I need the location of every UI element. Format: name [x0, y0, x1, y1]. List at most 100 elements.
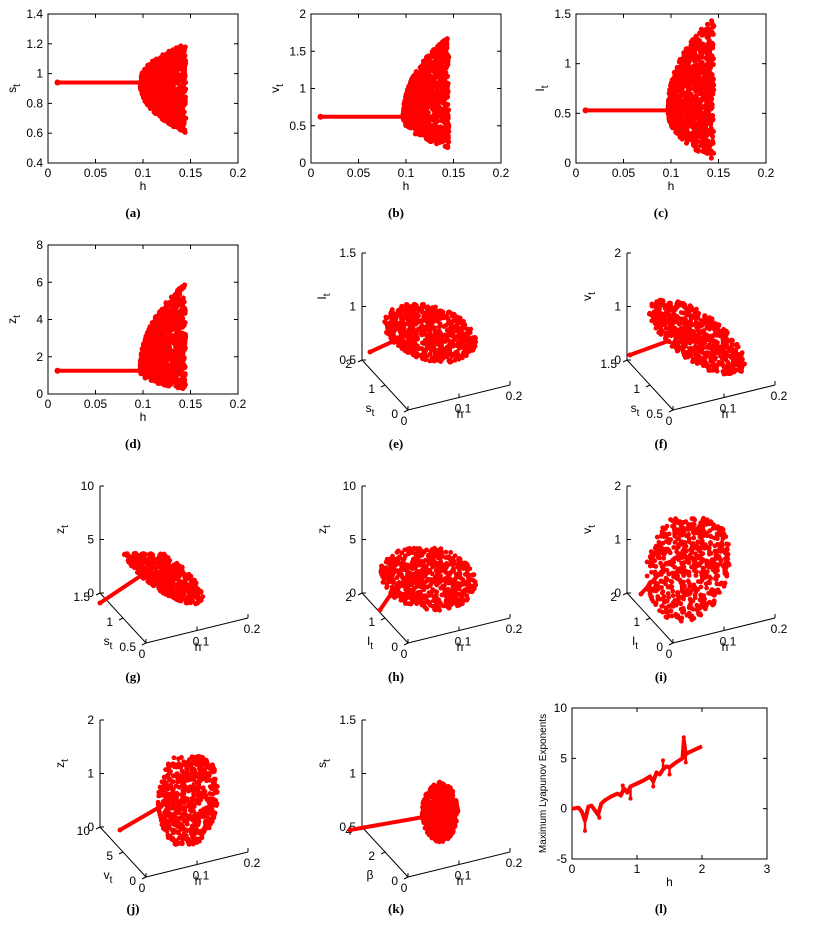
bifurcation-point	[709, 53, 714, 58]
bifurcation-point	[164, 101, 169, 106]
bifurcation-point	[695, 108, 700, 113]
bifurcation-point	[437, 79, 442, 84]
y-tick-label: 2	[345, 357, 352, 371]
bifurcation-point	[164, 90, 169, 95]
bifurcation-point	[701, 137, 706, 142]
attractor-point	[447, 327, 452, 332]
bifurcation-point	[669, 123, 674, 128]
attractor-point	[452, 324, 457, 329]
bifurcation-point	[424, 109, 429, 114]
bifurcation-point	[179, 314, 184, 319]
bifurcation-point	[145, 332, 150, 337]
y-axis-label-text: It	[533, 85, 551, 91]
x-tick-label: 0.05	[612, 166, 636, 180]
attractor-point	[409, 317, 414, 322]
bifurcation-point	[146, 327, 151, 332]
bifurcation-point	[170, 340, 175, 345]
bifurcation-point	[692, 82, 697, 87]
bifurcation-point	[433, 47, 438, 52]
stable-branch-start-point	[55, 80, 61, 86]
x-tick-label: 0.1	[663, 166, 680, 180]
bifurcation-point	[169, 369, 174, 374]
bifurcation-point	[166, 315, 171, 320]
bifurcation-point	[154, 328, 159, 333]
x-tick-label: 0.2	[758, 166, 775, 180]
x-tick-label: 0	[666, 414, 673, 428]
attractor-point	[445, 344, 450, 349]
bifurcation-point	[666, 103, 671, 108]
bifurcation-point	[697, 31, 702, 36]
attractor-point	[446, 310, 451, 315]
bifurcation-point	[696, 44, 701, 49]
bifurcation-point	[667, 95, 672, 100]
bifurcation-point	[180, 374, 185, 379]
y-tick-label: 1	[564, 57, 571, 71]
attractor-point	[431, 319, 436, 324]
attractor-point	[403, 313, 408, 318]
bifurcation-point	[673, 85, 678, 90]
attractor-point	[403, 348, 408, 353]
attractor-point	[453, 358, 458, 363]
bifurcation-point	[154, 347, 159, 352]
bifurcation-point	[182, 384, 187, 389]
bifurcation-point	[154, 368, 159, 373]
y-tick-label: 1.2	[26, 37, 43, 51]
x-axis-label: h	[140, 410, 147, 424]
attractor-point	[439, 356, 444, 361]
bifurcation-point	[160, 59, 165, 64]
chaotic-region	[138, 282, 189, 391]
bifurcation-point	[157, 333, 162, 338]
attractor-point	[420, 318, 425, 323]
bifurcation-point	[424, 98, 429, 103]
bifurcation-point	[708, 72, 713, 77]
bifurcation-point	[698, 55, 703, 60]
bifurcation-point	[439, 118, 444, 123]
bifurcation-point	[704, 69, 709, 74]
y-tick-label: 0.8	[26, 96, 43, 110]
bifurcation-point	[692, 115, 697, 120]
z-tick-label: 1.5	[339, 246, 356, 260]
attractor-point	[389, 310, 394, 315]
attractor-point	[714, 333, 719, 338]
attractor-point	[417, 306, 422, 311]
bifurcation-point	[163, 81, 168, 86]
x-tick-label: 0.1	[398, 166, 415, 180]
bifurcation-point	[168, 63, 173, 68]
attractor-point	[407, 323, 412, 328]
bifurcation-point	[413, 112, 418, 117]
bifurcation-point	[425, 103, 430, 108]
bifurcation-point	[429, 124, 434, 129]
bifurcation-point	[708, 64, 713, 69]
bifurcation-point	[144, 339, 149, 344]
y-axis-label: st	[5, 84, 23, 93]
bifurcation-point	[176, 302, 181, 307]
bifurcation-point	[700, 42, 705, 47]
bifurcation-point	[160, 70, 165, 75]
stable-branch-start-point	[55, 368, 61, 374]
y-axis-label-text: st	[366, 401, 375, 419]
y-tick-label: 1.5	[600, 357, 617, 371]
bifurcation-point	[180, 322, 185, 327]
panel-caption: (d)	[125, 436, 141, 451]
attractor-point	[414, 352, 419, 357]
y-axis-label-text: zt	[5, 315, 23, 324]
bifurcation-point	[696, 70, 701, 75]
bifurcation-point	[690, 53, 695, 58]
bifurcation-point	[671, 76, 676, 81]
y-tick-label: 0.5	[646, 407, 663, 421]
y-tick-label: 0	[36, 387, 43, 401]
bifurcation-point	[164, 69, 169, 74]
bifurcation-point	[671, 109, 676, 114]
attractor-cloud	[647, 298, 747, 377]
x-tick-label: 0.2	[493, 166, 510, 180]
attractor-point	[410, 349, 415, 354]
bifurcation-point	[159, 97, 164, 102]
attractor-point	[691, 330, 696, 335]
y-axis-label: It	[533, 85, 551, 91]
bifurcation-point	[154, 110, 159, 115]
y-tick-label: 1	[633, 382, 640, 396]
attractor-point	[422, 328, 427, 333]
bifurcation-point	[164, 335, 169, 340]
